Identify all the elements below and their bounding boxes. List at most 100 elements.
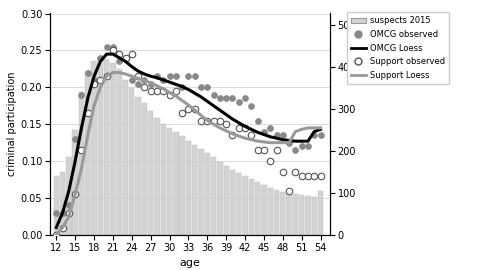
Bar (217, 161, 222, 235)
Point (146, 89, 154, 93)
Bar (148, 111, 154, 235)
Point (184, 74, 192, 78)
Point (285, 140, 293, 145)
Point (166, 93, 173, 97)
Bar (204, 153, 210, 235)
Bar (167, 128, 172, 235)
Bar (192, 145, 198, 235)
Point (216, 96, 224, 100)
Bar (280, 192, 285, 235)
Point (115, 59, 123, 64)
Point (260, 148, 268, 152)
Point (52, 233, 60, 237)
Bar (98, 57, 103, 235)
Point (310, 174, 318, 178)
Point (58, 211, 66, 215)
Bar (242, 176, 248, 235)
Point (197, 85, 205, 89)
Point (90, 78, 98, 82)
Point (96, 78, 104, 82)
Point (102, 45, 110, 49)
Bar (312, 197, 317, 235)
Bar (142, 103, 147, 235)
Bar (54, 176, 59, 235)
Point (279, 170, 287, 174)
Bar (318, 191, 323, 235)
Point (96, 56, 104, 60)
Point (235, 100, 243, 104)
Point (65, 211, 73, 215)
Point (254, 148, 262, 152)
Point (272, 148, 280, 152)
Point (197, 118, 205, 123)
Bar (186, 141, 191, 235)
Point (254, 118, 262, 123)
Bar (292, 194, 298, 235)
Point (310, 133, 318, 137)
Point (102, 74, 110, 78)
Bar (306, 196, 310, 235)
Point (292, 148, 300, 152)
Bar (248, 179, 254, 235)
Point (122, 56, 130, 60)
Point (134, 74, 142, 78)
Point (316, 133, 324, 137)
Point (78, 93, 86, 97)
Point (266, 159, 274, 163)
Point (210, 93, 218, 97)
Point (146, 82, 154, 86)
Point (266, 126, 274, 130)
Bar (79, 92, 84, 235)
Legend: suspects 2015, OMCG observed, OMCG Loess, Support observed, Support Loess: suspects 2015, OMCG observed, OMCG Loess… (346, 12, 450, 84)
Point (190, 107, 198, 112)
Point (109, 48, 117, 53)
Point (71, 192, 79, 197)
Point (84, 111, 92, 115)
Point (128, 78, 136, 82)
Point (248, 104, 256, 108)
Point (204, 118, 212, 123)
Point (166, 74, 173, 78)
Point (190, 74, 198, 78)
Bar (299, 195, 304, 235)
Bar (154, 118, 160, 235)
Point (316, 174, 324, 178)
Point (235, 126, 243, 130)
Point (178, 111, 186, 115)
Point (285, 188, 293, 193)
Point (122, 56, 130, 60)
Point (153, 89, 161, 93)
Bar (92, 61, 96, 235)
Bar (274, 190, 279, 235)
Point (248, 133, 256, 137)
Point (58, 225, 66, 230)
Bar (72, 130, 78, 235)
Point (292, 170, 300, 174)
Point (115, 52, 123, 56)
Point (298, 144, 306, 148)
Point (304, 144, 312, 148)
Bar (236, 173, 242, 235)
Bar (255, 183, 260, 235)
Point (204, 85, 212, 89)
Point (84, 70, 92, 75)
Bar (85, 71, 90, 235)
Bar (268, 188, 273, 235)
Point (160, 78, 168, 82)
Bar (104, 59, 110, 235)
Point (304, 174, 312, 178)
Point (172, 89, 180, 93)
Bar (66, 157, 71, 235)
Point (140, 78, 148, 82)
Bar (180, 136, 185, 235)
Bar (211, 157, 216, 235)
Point (65, 203, 73, 208)
Point (222, 122, 230, 126)
Bar (286, 193, 292, 235)
Point (172, 74, 180, 78)
Point (241, 96, 249, 100)
Point (153, 74, 161, 78)
Point (52, 211, 60, 215)
Point (210, 118, 218, 123)
Bar (110, 63, 116, 235)
